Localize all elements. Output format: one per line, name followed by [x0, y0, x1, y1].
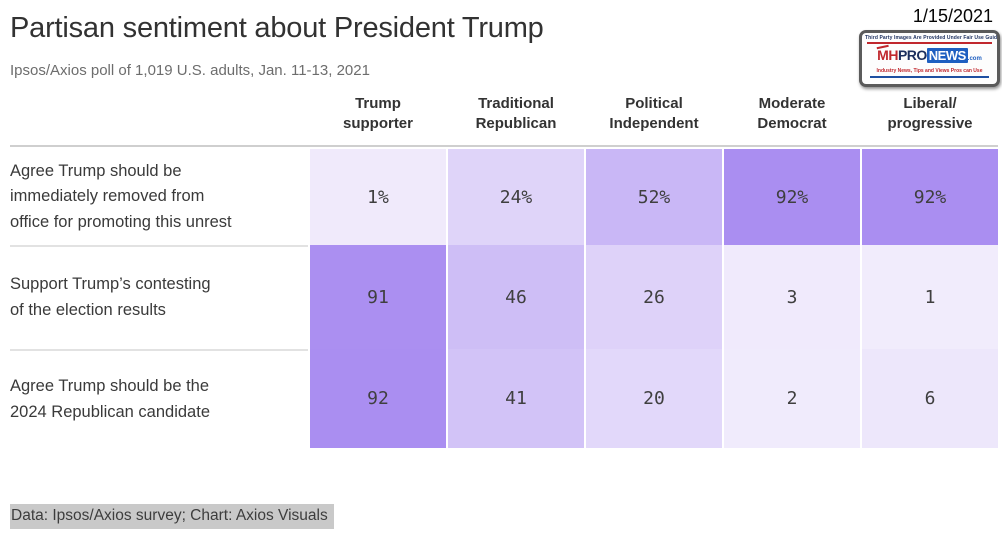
logo-wordmark-com: .com: [967, 56, 982, 62]
heatmap-cell: 6: [862, 349, 998, 448]
header-spacer: [10, 93, 308, 145]
heatmap-cell: 52%: [586, 149, 722, 245]
heatmap-cell: 20: [586, 349, 722, 448]
logo-tagline: Industry News, Tips and Views Pros can U…: [876, 68, 983, 74]
heatmap-cell: 26: [586, 245, 722, 349]
logo-blue-divider: [870, 76, 989, 78]
table-body: Agree Trump should be immediately remove…: [10, 145, 998, 448]
logo-wordmark: MHPRO NEWS .com: [865, 44, 994, 67]
page-title: Partisan sentiment about President Trump: [10, 12, 544, 44]
heatmap-cell: 46: [448, 245, 584, 349]
row-label: Agree Trump should be the 2024 Republica…: [10, 349, 308, 448]
heatmap-cell: 1%: [310, 149, 446, 245]
column-header-traditional-republican: Traditional Republican: [475, 94, 557, 132]
heatmap-cell: 92%: [862, 149, 998, 245]
table-row-2024-candidate: Agree Trump should be the 2024 Republica…: [10, 349, 998, 448]
heatmap-cell: 24%: [448, 149, 584, 245]
heatmap-cell: 91: [310, 245, 446, 349]
row-label: Agree Trump should be immediately remove…: [10, 161, 232, 231]
page-subtitle: Ipsos/Axios poll of 1,019 U.S. adults, J…: [10, 62, 370, 79]
heatmap-cell: 92: [310, 349, 446, 448]
table-row-contesting-election: Support Trump’s contesting of the electi…: [10, 245, 998, 349]
row-label: Support Trump’s contesting of the electi…: [10, 245, 308, 349]
table-header-row: Trump supporter Traditional Republican P…: [10, 93, 998, 145]
column-header-liberal-progressive: Liberal/ progressive: [887, 94, 973, 132]
logo-wordmark-news: NEWS: [926, 48, 968, 63]
heatmap-cell: 41: [448, 349, 584, 448]
column-header-political-independent: Political Independent: [609, 94, 699, 132]
logo-red-divider: [867, 42, 992, 44]
date-stamp: 1/15/2021: [912, 6, 993, 27]
heatmap-cell: 2: [724, 349, 860, 448]
heatmap-cell: 1: [862, 245, 998, 349]
source-credit: Data: Ipsos/Axios survey; Chart: Axios V…: [10, 504, 334, 529]
logo-wordmark-pro: PRO: [897, 47, 927, 63]
mhpronews-logo: Third Party Images Are Provided Under Fa…: [859, 30, 1000, 87]
logo-disclaimer-text: Third Party Images Are Provided Under Fa…: [865, 35, 1000, 41]
column-header-trump-supporter: Trump supporter: [342, 94, 413, 132]
column-header-moderate-democrat: Moderate Democrat: [757, 94, 827, 132]
table-row-removed-from-office: Agree Trump should be immediately remove…: [10, 149, 998, 245]
sentiment-heatmap-table: Trump supporter Traditional Republican P…: [10, 93, 998, 448]
logo-wordmark-mh: MH: [877, 47, 898, 63]
heatmap-cell: 92%: [724, 149, 860, 245]
heatmap-cell: 3: [724, 245, 860, 349]
